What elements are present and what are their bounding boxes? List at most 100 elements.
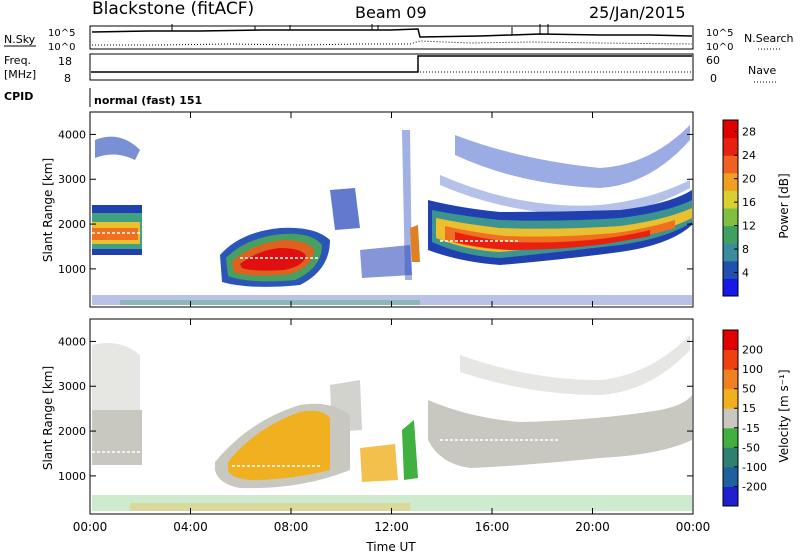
colorbar-swatch: [723, 172, 738, 191]
velocity-echo-left-block: [92, 410, 142, 465]
velocity-echo-ground-scatter: [92, 495, 692, 511]
ytick-label: 3000: [58, 173, 86, 186]
colorbar-swatch: [723, 120, 738, 139]
colorbar-swatch: [723, 349, 738, 370]
freq-tick-high: 18: [58, 55, 72, 68]
velocity-echo-morning-orange: [228, 410, 330, 480]
nave-label: Nave: [748, 64, 776, 77]
power-ylabel: Slant Range [km]: [41, 158, 55, 262]
xtick-label: 16:00: [475, 520, 510, 534]
ytick-label: 1000: [58, 263, 86, 276]
nsky-tick-high-left: 10^5: [48, 28, 75, 39]
colorbar-tick-label: 4: [742, 267, 749, 280]
colorbar-tick-label: 16: [742, 196, 756, 209]
station-title: Blackstone (fitACF): [92, 0, 254, 19]
velocity-ylabel: Slant Range [km]: [41, 366, 55, 470]
colorbar-swatch: [723, 408, 738, 429]
power-echo-mid-arc: [440, 175, 690, 215]
colorbar-swatch: [723, 260, 738, 279]
colorbar-swatch: [723, 427, 738, 448]
freq-trace: [91, 55, 692, 73]
nsky-trace: [91, 28, 693, 38]
xtick-label: 08:00: [274, 520, 309, 534]
beam-title: Beam 09: [355, 3, 427, 22]
velocity-echo-mid-gray: [330, 380, 362, 432]
colorbar-frame: [722, 329, 739, 507]
colorbar-tick-label: -15: [742, 422, 760, 435]
colorbar-swatch: [723, 155, 738, 174]
velocity-yaxis: 1000 2000 3000 4000: [58, 335, 693, 483]
colorbar-tick-label: 200: [742, 344, 763, 357]
colorbar-swatch: [723, 137, 738, 156]
power-xaxis-ticks: [89, 112, 694, 307]
power-echo-scatter-high: [95, 136, 140, 160]
colorbar-swatch: [723, 369, 738, 390]
xtick-label: 00:00: [73, 520, 108, 534]
colorbar-tick-label: 24: [742, 149, 756, 162]
colorbar-tick-label: 50: [742, 383, 756, 396]
colorbar-tick-label: -50: [742, 441, 760, 454]
nave-tick-high: 60: [706, 54, 720, 67]
power-colorbar-label: Power [dB]: [777, 173, 791, 238]
ytick-label: 2000: [58, 425, 86, 438]
colorbar-swatch: [723, 208, 738, 227]
nsky-tick-high-right: 10^5: [706, 28, 733, 39]
velocity-panel: 1000 2000 3000 4000 00:00 04:00 08:00 12:00 16:…: [41, 318, 710, 554]
power-colorbar: Power [dB] 4 8 12 16 20 24 28: [722, 119, 791, 297]
velocity-colorbar: Velocity [m s⁻¹] 200 100 50 15 -15 -50 -100 -20…: [722, 329, 791, 507]
velocity-echo-green-streak: [402, 420, 418, 480]
velocity-colorbar-label: Velocity [m s⁻¹]: [777, 369, 791, 462]
xtick-label: 20:00: [575, 520, 610, 534]
velocity-echo-upper-arc: [460, 335, 690, 395]
date-title: 25/Jan/2015: [589, 3, 686, 22]
colorbar-tick-label: -100: [742, 461, 767, 474]
nsky-spikes: [171, 24, 549, 35]
colorbar-tick-label: 100: [742, 363, 763, 376]
colorbar-tick-label: -200: [742, 480, 767, 493]
colorbar-tick-label: 8: [742, 243, 749, 256]
cpid-label: CPID: [4, 90, 33, 103]
freq-label: Freq.: [4, 54, 31, 67]
colorbar-swatch: [723, 190, 738, 209]
ytick-label: 4000: [58, 335, 86, 348]
freq-panel: Freq. [MHz] 18 8 60 0 Nave: [4, 53, 776, 85]
colorbar-tick-label: 28: [742, 126, 756, 139]
colorbar-tick-label: 15: [742, 402, 756, 415]
power-echo-regions: [92, 125, 692, 305]
nsky-panel: N.Sky 10^5 10^0 10^5 10^0 N.Search: [4, 24, 794, 53]
velocity-echo-main-band: [428, 395, 692, 468]
power-panel: 1000 2000 3000 4000 Slant Range [km]: [41, 111, 694, 308]
freq-tick-low: 8: [64, 72, 71, 85]
colorbar-swatch: [723, 447, 738, 468]
velocity-xaxis: 00:00 04:00 08:00 12:00 16:00 20:00 00:00: [73, 319, 710, 534]
colorbar-swatch: [723, 243, 738, 262]
colorbar-frame: [722, 119, 739, 297]
freq-panel-frame: [89, 53, 694, 81]
power-echo-upper-arc: [455, 125, 690, 188]
nsky-tick-low-left: 10^0: [48, 42, 75, 53]
xtick-label: 12:00: [374, 520, 409, 534]
ytick-label: 4000: [58, 128, 86, 141]
cpid-panel: CPID normal (fast) 151: [4, 88, 202, 107]
velocity-echo-left-scatter: [92, 342, 140, 410]
colorbar-tick-label: 12: [742, 220, 756, 233]
xtick-label: 04:00: [173, 520, 208, 534]
cpid-text: normal (fast) 151: [94, 94, 202, 107]
nave-tick-low: 0: [710, 72, 717, 85]
colorbar-swatch: [723, 225, 738, 244]
nsearch-trace: [92, 40, 693, 46]
colorbar-swatch: [723, 330, 738, 351]
nsky-label: N.Sky: [4, 33, 36, 46]
colorbar-tick-label: 20: [742, 173, 756, 186]
nsearch-label: N.Search: [744, 32, 794, 45]
nsky-tick-low-right: 10^0: [706, 42, 733, 53]
nsky-panel-frame: [89, 25, 694, 50]
ytick-label: 3000: [58, 380, 86, 393]
velocity-plot-background: [90, 319, 693, 514]
ytick-label: 1000: [58, 470, 86, 483]
colorbar-swatch: [723, 388, 738, 409]
power-echo-ground-scatter: [92, 295, 692, 305]
colorbar-swatch: [723, 466, 738, 487]
colorbar-swatch: [723, 278, 738, 297]
